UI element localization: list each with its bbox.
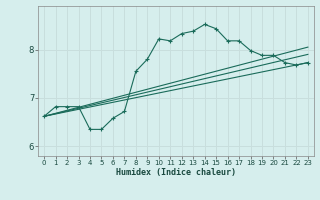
- X-axis label: Humidex (Indice chaleur): Humidex (Indice chaleur): [116, 168, 236, 177]
